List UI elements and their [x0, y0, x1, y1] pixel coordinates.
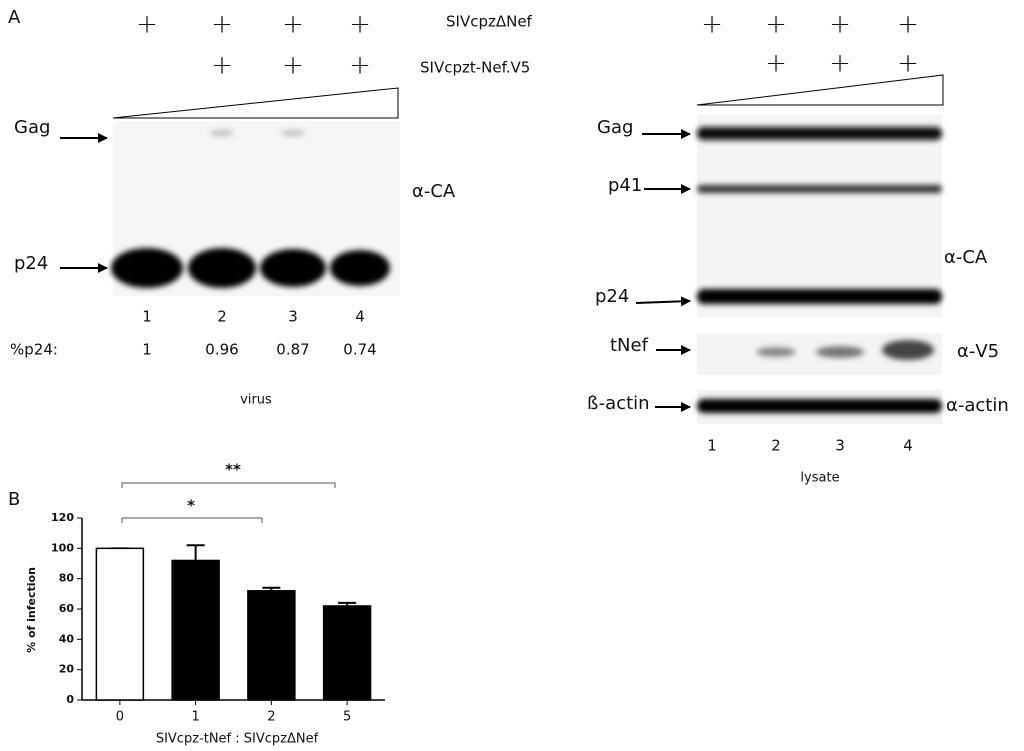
- lane-number: 3: [835, 437, 845, 455]
- significance-label: **: [225, 461, 241, 479]
- lane-number: 2: [771, 437, 781, 455]
- plus: +: [765, 10, 787, 40]
- bar: [247, 590, 296, 701]
- bands: [111, 130, 390, 288]
- ratio: 0.87: [276, 341, 309, 359]
- antibody-label: α-actin: [946, 395, 1009, 416]
- marker-label: ß-actin: [587, 393, 650, 414]
- plus: +: [829, 49, 851, 79]
- lane-number: 3: [288, 308, 298, 326]
- plus-signs: + + + + + + +: [701, 10, 919, 79]
- ratios: 1 0.96 0.87 0.74: [142, 341, 376, 359]
- x-axis-label: SIVcpz-tNef : SIVcpzΔNef: [156, 732, 319, 747]
- condition-label: SIVcpzt-Nef.V5: [420, 59, 530, 77]
- marker-label: p24: [14, 253, 48, 274]
- antibody-label: α-V5: [957, 341, 999, 362]
- panel-label: A: [8, 7, 21, 28]
- y-tick-label: 100: [51, 541, 74, 554]
- bands: [697, 127, 942, 413]
- bar: [95, 547, 145, 701]
- antibody-label: α-CA: [412, 181, 456, 202]
- plus: +: [282, 51, 304, 81]
- x-tick-label: 2: [267, 710, 275, 725]
- plus: +: [349, 51, 371, 81]
- lane-numbers: 1 2 3 4: [142, 308, 365, 326]
- plus: +: [349, 10, 371, 40]
- bar: [322, 605, 372, 701]
- x-tick-label: 5: [343, 710, 351, 725]
- significance-bracket: [121, 482, 336, 488]
- y-tick-label: 40: [59, 632, 75, 645]
- plus: +: [765, 49, 787, 79]
- y-tick-label: 0: [66, 693, 74, 706]
- ratio: 1: [142, 341, 152, 359]
- lane-number: 1: [707, 437, 717, 455]
- plus: +: [897, 10, 919, 40]
- arrow: [635, 296, 691, 307]
- plus: +: [211, 51, 233, 81]
- antibody-label: α-CA: [944, 247, 988, 268]
- x-tick-label: 1: [191, 710, 199, 725]
- marker-label: p24: [595, 286, 629, 307]
- plus: +: [211, 10, 233, 40]
- significance-label: *: [187, 497, 195, 515]
- plus: +: [282, 10, 304, 40]
- bar: [171, 559, 220, 701]
- y-tick-label: 20: [59, 663, 75, 676]
- x-tick-label: 0: [116, 710, 124, 725]
- lane-number: 4: [903, 437, 913, 455]
- panel-label: B: [8, 489, 20, 510]
- plus: +: [136, 10, 158, 40]
- lane-numbers: 1 2 3 4: [707, 437, 913, 455]
- condition-label: SIVcpzΔNef: [446, 13, 533, 31]
- plus: +: [829, 10, 851, 40]
- plus: +: [701, 10, 723, 40]
- caption: lysate: [800, 471, 839, 486]
- marker-label: p41: [608, 175, 642, 196]
- lane-number: 4: [355, 308, 365, 326]
- plus-signs: + + + + + + +: [136, 10, 371, 81]
- y-tick-label: 60: [59, 602, 75, 615]
- y-axis-label: % of infection: [25, 567, 38, 653]
- lane-number: 2: [217, 308, 227, 326]
- y-tick-label: 120: [51, 511, 74, 524]
- gradient-triangle: [112, 87, 399, 119]
- gradient-triangle: [696, 74, 944, 106]
- ratio-label: %p24:: [10, 341, 58, 359]
- marker-label: Gag: [14, 117, 50, 138]
- lane-number: 1: [142, 308, 152, 326]
- blot: [697, 115, 942, 317]
- caption: virus: [240, 393, 272, 408]
- ratio: 0.96: [205, 341, 238, 359]
- marker-label: Gag: [597, 117, 633, 138]
- significance-bracket: [121, 517, 263, 523]
- ratio: 0.74: [343, 341, 376, 359]
- plus: +: [897, 49, 919, 79]
- marker-label: tNef: [610, 335, 649, 356]
- y-tick-label: 80: [59, 572, 75, 585]
